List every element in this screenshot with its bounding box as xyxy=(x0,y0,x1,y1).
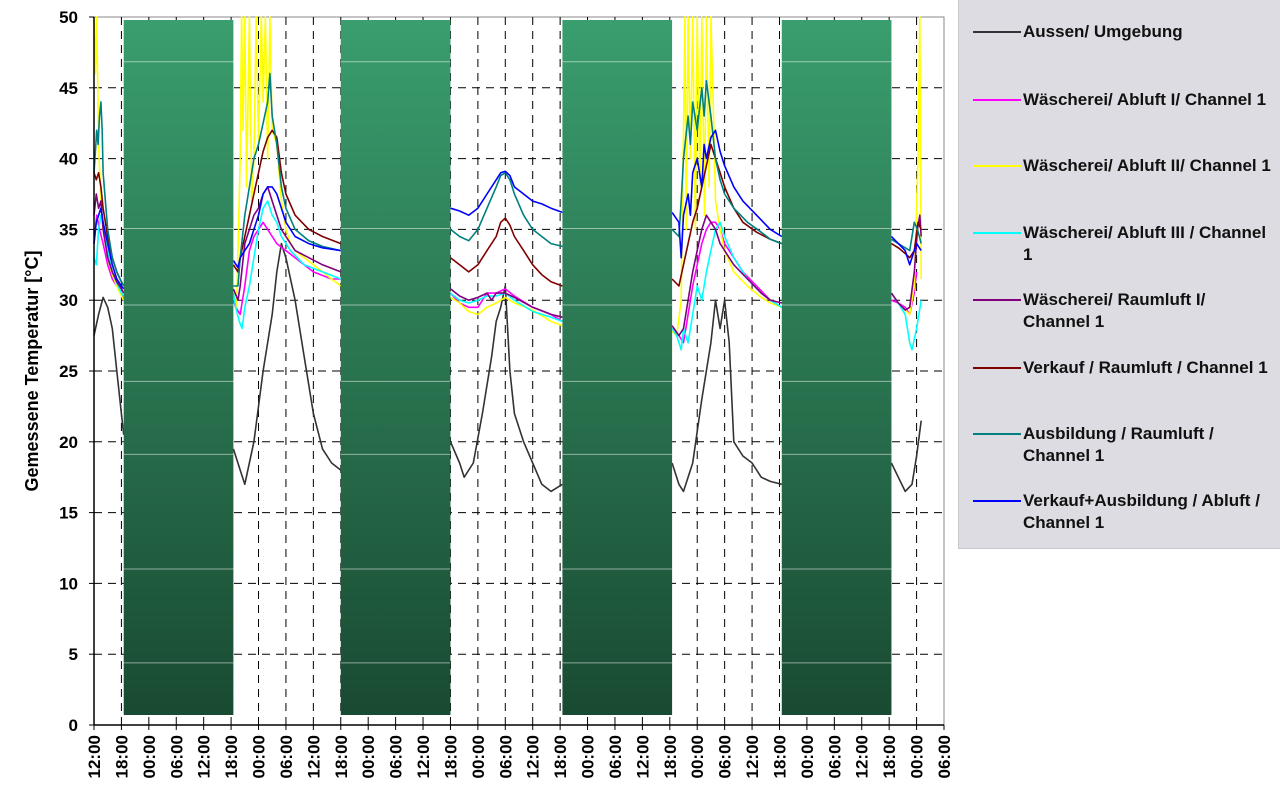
chart-legend: Aussen/ Umgebung Wäscherei/ Abluft I/ Ch… xyxy=(958,0,1280,549)
x-tick-label: 18:00 xyxy=(880,735,899,778)
x-tick-label: 00:00 xyxy=(250,735,269,778)
x-tick-label: 00:00 xyxy=(908,735,927,778)
x-tick-label: 00:00 xyxy=(688,735,707,778)
y-axis-title: Gemessene Temperatur [°C] xyxy=(22,251,42,492)
y-tick-label: 15 xyxy=(59,504,78,523)
legend-swatch xyxy=(973,99,1021,101)
y-tick-label: 0 xyxy=(69,716,78,735)
x-tick-label: 18:00 xyxy=(661,735,680,778)
legend-swatch xyxy=(973,165,1021,167)
legend-swatch xyxy=(973,299,1021,301)
y-tick-label: 5 xyxy=(69,645,78,664)
x-tick-label: 06:00 xyxy=(825,735,844,778)
x-tick-label: 12:00 xyxy=(195,735,214,778)
y-tick-label: 45 xyxy=(59,79,78,98)
legend-swatch xyxy=(973,367,1021,369)
x-tick-label: 06:00 xyxy=(935,735,954,778)
temperature-chart: 0 5 10 15 20 25 30 35 40 45 50 12:00 18:00 00:00 06:00… xyxy=(22,8,954,778)
masked-period xyxy=(123,20,234,715)
x-tick-label: 12:00 xyxy=(633,735,652,778)
x-tick-label: 06:00 xyxy=(387,735,406,778)
masked-period xyxy=(562,20,673,715)
x-tick-label: 06:00 xyxy=(606,735,625,778)
series-line xyxy=(93,129,922,290)
x-tick-label: 12:00 xyxy=(304,735,323,778)
x-tick-label: 18:00 xyxy=(332,735,351,778)
x-tick-label: 18:00 xyxy=(770,735,789,778)
x-tick-label: 12:00 xyxy=(853,735,872,778)
x-tick-label: 00:00 xyxy=(469,735,488,778)
x-tick-label: 00:00 xyxy=(579,735,598,778)
y-tick-label: 30 xyxy=(59,291,78,310)
x-tick-label: 06:00 xyxy=(716,735,735,778)
legend-swatch xyxy=(973,232,1021,234)
y-tick-label: 25 xyxy=(59,362,78,381)
x-tick-label: 06:00 xyxy=(167,735,186,778)
x-tick-label: 12:00 xyxy=(85,735,104,778)
y-tick-label: 10 xyxy=(59,574,78,593)
series-line xyxy=(93,72,922,287)
legend-label: Verkauf+Ausbildung / Abluft / Channel 1 xyxy=(1023,491,1260,532)
series-line xyxy=(93,129,922,287)
x-tick-label: 18:00 xyxy=(222,735,241,778)
legend-label: Verkauf / Raumluft / Channel 1 xyxy=(1023,358,1268,377)
y-tick-label: 20 xyxy=(59,433,78,452)
legend-swatch xyxy=(973,433,1021,435)
legend-label: Aussen/ Umgebung xyxy=(1023,22,1183,41)
legend-label: Wäscherei/ Abluft I/ Channel 1 xyxy=(1023,90,1267,109)
x-tick-label: 00:00 xyxy=(359,735,378,778)
x-tick-label: 18:00 xyxy=(441,735,460,778)
y-tick-label: 40 xyxy=(59,150,78,169)
legend-label: Ausbildung / Raumluft / Channel 1 xyxy=(1023,424,1214,465)
x-tick-label: 06:00 xyxy=(496,735,515,778)
x-tick-label: 00:00 xyxy=(798,735,817,778)
legend-swatch xyxy=(973,500,1021,502)
x-tick-label: 18:00 xyxy=(551,735,570,778)
x-tick-label: 12:00 xyxy=(524,735,543,778)
x-tick-label: 12:00 xyxy=(743,735,762,778)
y-tick-label: 50 xyxy=(59,8,78,27)
legend-swatch xyxy=(973,31,1021,33)
x-tick-label: 00:00 xyxy=(140,735,159,778)
series-line xyxy=(93,242,922,493)
x-tick-label: 12:00 xyxy=(414,735,433,778)
y-tick-label: 35 xyxy=(59,220,78,239)
masked-period xyxy=(340,20,451,715)
legend-label: Wäscherei/ Abluft II/ Channel 1 xyxy=(1023,156,1271,175)
x-tick-label: 18:00 xyxy=(112,735,131,778)
legend-label: Wäscherei/ Abluft III / Channel 1 xyxy=(1023,223,1267,264)
legend-label: Wäscherei/ Raumluft I/ Channel 1 xyxy=(1023,290,1206,331)
x-tick-label: 06:00 xyxy=(277,735,296,778)
masked-period xyxy=(781,20,892,715)
